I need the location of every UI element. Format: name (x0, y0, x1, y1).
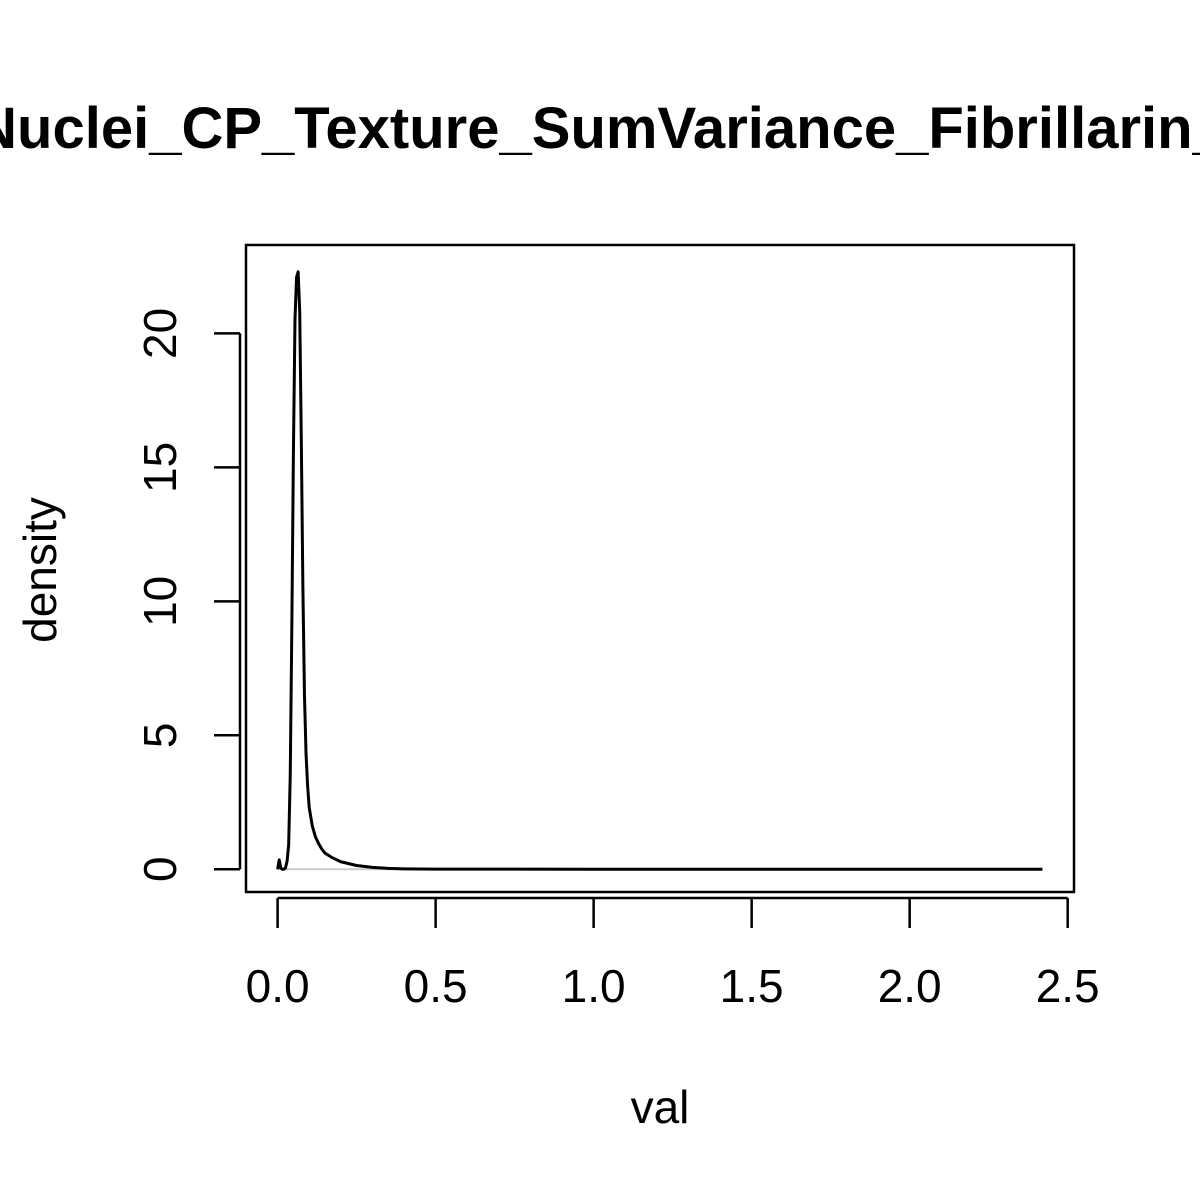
y-axis: 0 5 10 15 20 (134, 308, 242, 882)
x-tick-label: 1.0 (562, 960, 626, 1012)
x-tick-label: 0.5 (404, 960, 468, 1012)
x-tick-label: 2.0 (878, 960, 942, 1012)
y-tick-label: 20 (134, 308, 186, 359)
x-tick-label: 1.5 (720, 960, 784, 1012)
x-tick-label: 0.0 (246, 960, 310, 1012)
x-axis: 0.0 0.5 1.0 1.5 2.0 2.5 (246, 896, 1100, 1012)
y-axis-label: density (14, 497, 66, 643)
x-axis-label: val (631, 1081, 690, 1133)
density-curve (276, 270, 1043, 871)
x-tick-label: 2.5 (1036, 960, 1100, 1012)
plot-frame (244, 243, 1076, 894)
y-tick-label: 5 (134, 722, 186, 748)
chart-title: Nuclei_CP_Texture_SumVariance_Fibrillari… (0, 96, 1200, 161)
y-tick-label: 0 (134, 856, 186, 882)
y-tick-label: 15 (134, 442, 186, 493)
y-tick-label: 10 (134, 576, 186, 627)
